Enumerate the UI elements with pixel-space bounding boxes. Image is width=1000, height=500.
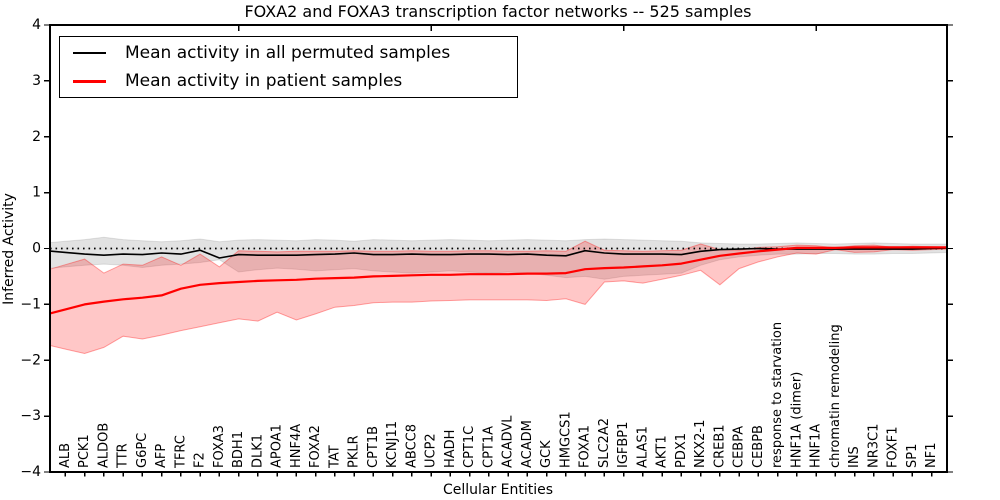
legend-label-patient: Mean activity in patient samples: [125, 71, 403, 91]
x-tick-label: BDH1: [231, 431, 246, 468]
x-tick-label: PCK1: [77, 434, 92, 468]
patient-mean-line: [49, 246, 947, 315]
x-tick-label: ACADM: [520, 420, 535, 468]
x-tick-label: ALAS1: [635, 426, 650, 468]
x-tick-label: CEBPA: [732, 426, 747, 468]
x-tick-label: G6PC: [135, 433, 150, 468]
x-tick-label: CPT1C: [462, 426, 477, 468]
x-tick-label: chromatin remodeling: [828, 324, 843, 468]
x-tick-label: CREB1: [712, 424, 727, 468]
x-tick-label: INS: [847, 446, 862, 468]
x-tick-label: HNF1A: [809, 424, 824, 468]
x-tick-label: ACADVL: [501, 415, 516, 468]
x-tick-label: AFP: [154, 444, 169, 468]
x-tick-label: APOA1: [270, 424, 285, 468]
y-tick-label: 3: [32, 73, 41, 89]
x-tick-label: FOXA2: [308, 425, 323, 468]
y-tick-label: 1: [32, 185, 41, 201]
x-tick-label: response to starvation: [770, 322, 785, 468]
legend: Mean activity in all permuted samples Me…: [59, 36, 518, 98]
x-tick-label: GCK: [539, 440, 554, 468]
x-tick-label: SLC2A2: [597, 418, 612, 468]
x-tick-label: HADH: [443, 430, 458, 468]
permuted-mean-line: [49, 247, 948, 259]
x-tick-label: TFRC: [173, 435, 188, 469]
x-tick-label: UCP2: [424, 433, 439, 468]
x-tick-label: CPT1B: [366, 426, 381, 468]
x-tick-label: SP1: [905, 444, 920, 468]
x-axis-label: Cellular Entities: [443, 482, 553, 498]
x-tick-label: FOXA3: [212, 425, 227, 468]
legend-entry-patient: Mean activity in patient samples: [73, 67, 517, 95]
x-tick-label: KCNJ11: [385, 421, 400, 468]
x-tick-label: ALDOB: [96, 423, 111, 468]
x-tick-label: TAT: [327, 445, 342, 469]
y-tick-label: −2: [20, 352, 41, 368]
x-tick-label: ALB: [58, 443, 73, 468]
x-tick-label: NF1: [924, 443, 939, 468]
x-tick-label: NKX2-1: [693, 420, 708, 468]
y-tick-label: 4: [32, 17, 41, 33]
y-tick-label: −3: [20, 408, 41, 424]
chart-title: FOXA2 and FOXA3 transcription factor net…: [244, 2, 751, 21]
y-axis-label: Inferred Activity: [1, 193, 17, 305]
legend-label-permuted: Mean activity in all permuted samples: [125, 43, 451, 63]
x-tick-label: PDX1: [674, 433, 689, 468]
x-tick-label: CPT1A: [481, 426, 496, 468]
plot-area: 4 3 2 1 0 −1 −2 −3 −4 ALB PCK1 ALDOB TTR G6PC AFP TFRC F…: [20, 17, 953, 480]
x-tick-label: CEBPB: [751, 425, 766, 468]
y-tick-label: 2: [32, 129, 41, 145]
x-tick-label: ABCC8: [404, 424, 419, 468]
x-tick-label: HMGCS1: [558, 411, 573, 468]
x-tick-label: TTR: [116, 443, 131, 469]
y-tick-label: 0: [32, 241, 41, 257]
x-tick-label: FOXF1: [886, 426, 901, 468]
x-tick-label: PKLR: [347, 435, 362, 468]
x-tick-label: DLK1: [250, 434, 265, 468]
legend-line-red: [73, 79, 106, 83]
legend-line-black: [73, 52, 106, 54]
x-tick-label: NR3C1: [866, 424, 881, 468]
x-tick-label: AKT1: [655, 435, 670, 468]
x-tick-label: HNF1A (dimer): [789, 372, 804, 468]
x-tick-label: HNF4A: [289, 424, 304, 468]
x-tick-label: FOXA1: [578, 425, 593, 468]
x-tick-label: F2: [193, 452, 208, 468]
y-tick-label: −1: [20, 296, 41, 312]
y-tick-label: −4: [20, 464, 41, 480]
legend-entry-permuted: Mean activity in all permuted samples: [73, 39, 517, 67]
x-tick-label: IGFBP1: [616, 422, 631, 468]
